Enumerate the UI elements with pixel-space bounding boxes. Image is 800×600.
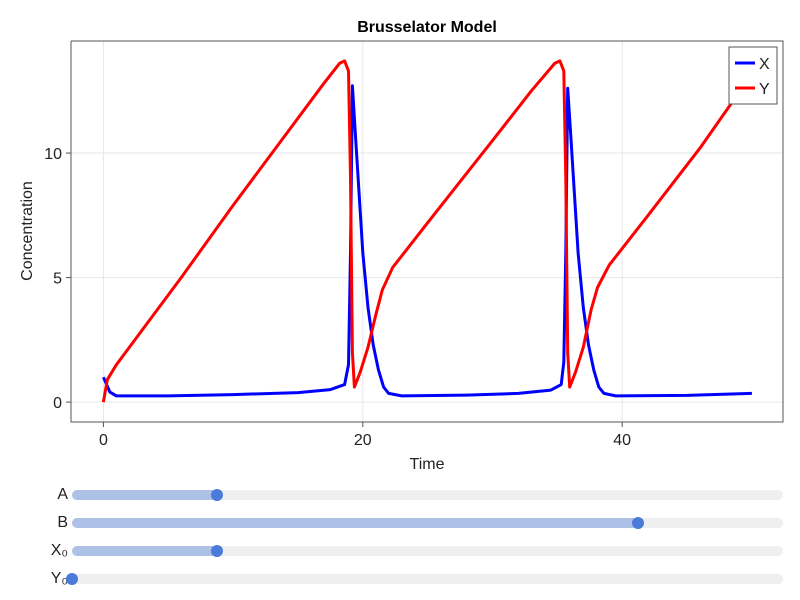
slider-track[interactable] (72, 489, 783, 501)
x-tick-label: 40 (613, 432, 631, 449)
slider-b[interactable]: B (0, 513, 800, 533)
x-tick-label: 20 (354, 432, 372, 449)
series-line-x (102, 84, 752, 398)
slider-knob[interactable] (211, 545, 224, 557)
slider-track[interactable] (66, 573, 783, 585)
chart-title: Brusselator Model (357, 19, 497, 36)
axis-spines (70, 40, 784, 423)
y-axis-label: Concentration (19, 181, 36, 281)
slider-label: X₀ (50, 542, 68, 559)
legend: X Y (728, 46, 778, 105)
series-line-y (101, 59, 747, 403)
plot-area (71, 41, 783, 422)
slider-track[interactable] (72, 517, 783, 529)
y-tick-label: 5 (53, 271, 62, 288)
y-tick-label: 10 (44, 146, 62, 163)
x-tick-label: 0 (99, 432, 108, 449)
slider-track[interactable] (72, 545, 783, 557)
x-axis-label: Time (410, 456, 445, 473)
slider-knob[interactable] (211, 489, 224, 501)
legend-label-y: Y (759, 81, 770, 98)
slider-label: Y₀ (50, 570, 68, 587)
slider-label: A (57, 486, 68, 503)
slider-fill (72, 546, 218, 556)
slider-knob[interactable] (66, 573, 78, 585)
slider-fill (72, 518, 638, 528)
slider-fill (72, 490, 218, 500)
legend-label-x: X (759, 56, 770, 73)
slider-a[interactable]: A (0, 485, 800, 505)
slider-y0[interactable]: Y₀ (0, 569, 800, 589)
slider-label: B (57, 514, 68, 531)
chart: 0 20 40 0 5 10 Brusselator Model Time Concent… (19, 19, 784, 473)
slider-knob[interactable] (631, 517, 644, 529)
slider-x0[interactable]: X₀ (0, 541, 800, 561)
y-tick-label: 0 (53, 395, 62, 412)
